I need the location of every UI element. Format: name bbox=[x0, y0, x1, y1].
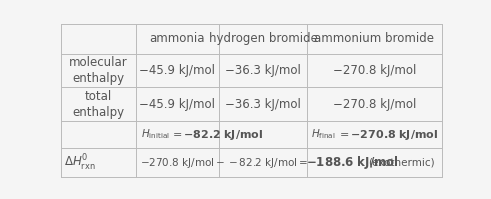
Text: (exothermic): (exothermic) bbox=[368, 158, 435, 168]
Text: $\mathit{H}_{\mathrm{final}}$: $\mathit{H}_{\mathrm{final}}$ bbox=[311, 128, 336, 141]
Text: $\mathit{H}_{\mathrm{initial}}$: $\mathit{H}_{\mathrm{initial}}$ bbox=[141, 128, 170, 141]
Text: total
enthalpy: total enthalpy bbox=[72, 90, 125, 119]
Text: molecular
enthalpy: molecular enthalpy bbox=[69, 56, 128, 85]
Text: −36.3 kJ/mol: −36.3 kJ/mol bbox=[225, 98, 301, 111]
Text: $\Delta H^{0}_{\mathrm{rxn}}$: $\Delta H^{0}_{\mathrm{rxn}}$ bbox=[64, 152, 96, 173]
Text: −270.8 kJ/mol: −270.8 kJ/mol bbox=[333, 64, 416, 77]
Text: hydrogen bromide: hydrogen bromide bbox=[209, 32, 318, 45]
Text: −45.9 kJ/mol: −45.9 kJ/mol bbox=[139, 98, 216, 111]
Text: $-270.8\ \mathrm{kJ/mol} - -82.2\ \mathrm{kJ/mol} =$: $-270.8\ \mathrm{kJ/mol} - -82.2\ \mathr… bbox=[140, 156, 308, 170]
Text: $= \mathbf{-82.2}$$\mathrm{\bf{\ kJ/mol}}$: $= \mathbf{-82.2}$$\mathrm{\bf{\ kJ/mol}… bbox=[170, 128, 263, 142]
Text: $\mathbf{-188.6\ kJ/mol}$: $\mathbf{-188.6\ kJ/mol}$ bbox=[306, 154, 398, 171]
Text: −36.3 kJ/mol: −36.3 kJ/mol bbox=[225, 64, 301, 77]
Text: $= \mathbf{-270.8}$$\mathrm{\bf{\ kJ/mol}}$: $= \mathbf{-270.8}$$\mathrm{\bf{\ kJ/mol… bbox=[337, 128, 438, 142]
Text: ammonia: ammonia bbox=[150, 32, 205, 45]
Text: ammonium bromide: ammonium bromide bbox=[314, 32, 435, 45]
Text: −270.8 kJ/mol: −270.8 kJ/mol bbox=[333, 98, 416, 111]
Text: −45.9 kJ/mol: −45.9 kJ/mol bbox=[139, 64, 216, 77]
